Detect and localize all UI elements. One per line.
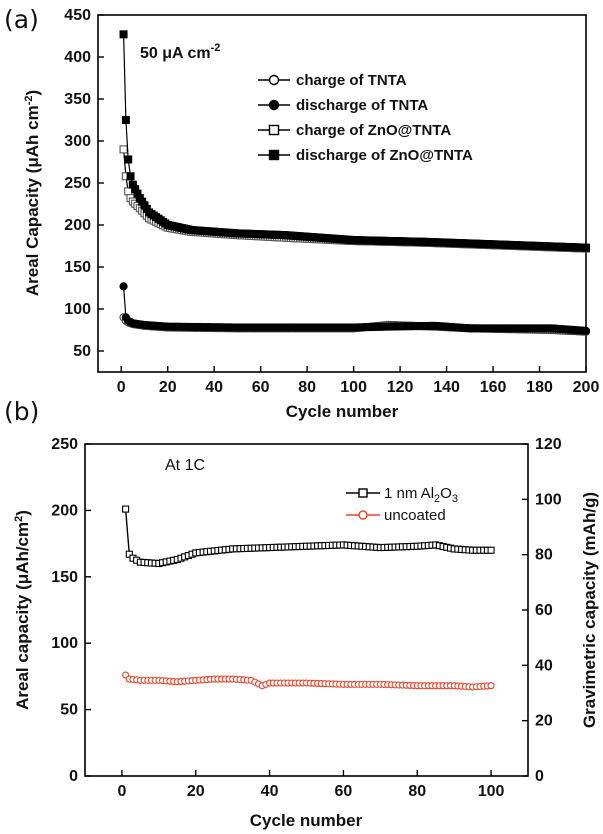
- chart-b-x-tick-label: 0: [117, 783, 126, 800]
- chart-b-series: [122, 505, 495, 691]
- chart-b-y-right-tick-label: 80: [535, 547, 553, 564]
- legend-b-item-0: 1 nm Al2O3: [346, 485, 458, 505]
- chart-b-series-0: [122, 505, 495, 568]
- chart-b-x-title: Cycle number: [250, 811, 363, 830]
- chart-b-y-tick-label: 250: [51, 436, 78, 453]
- chart-a-x-tick-label: 0: [117, 379, 126, 396]
- legend-b-marker-1: [358, 510, 368, 520]
- chart-a-x-tick-label: 200: [573, 379, 600, 396]
- chart-a-point: [121, 116, 130, 124]
- chart-b-point: [125, 550, 133, 558]
- legend-a-label-1: discharge of TNTA: [296, 97, 428, 114]
- legend-a-marker-2: [268, 124, 280, 136]
- chart-a-point: [119, 30, 128, 39]
- chart-a-series: [119, 30, 591, 336]
- chart-b-x-tick-label: 80: [408, 783, 426, 800]
- chart-a-x-tick-label: 180: [526, 379, 553, 396]
- legend-a-marker-3: [268, 149, 280, 161]
- chart-b-y-tick-label: 200: [51, 502, 78, 519]
- chart-a-legend: charge of TNTA discharge of TNTA charge …: [258, 72, 473, 164]
- chart-a-y-ticks: 50 100 150 200 250 300 350 400 450: [64, 7, 104, 360]
- chart-b-y-tick-label: 0: [69, 768, 78, 785]
- chart-b-x-tick-label: 60: [335, 783, 353, 800]
- chart-a-x-title: Cycle number: [286, 402, 399, 421]
- chart-a-series-1: [119, 282, 591, 335]
- chart-a-x-tick-label: 140: [433, 379, 460, 396]
- chart-a-point: [119, 282, 128, 291]
- chart-b-x-tick-label: 20: [187, 783, 205, 800]
- chart-a-annotation: 50 μA cm-2: [140, 42, 220, 62]
- chart-a-point: [581, 326, 591, 335]
- chart-a-y-tick-label: 250: [64, 175, 91, 192]
- chart-b-y-tick-label: 100: [51, 635, 78, 652]
- chart-b-y-tick-label: 150: [51, 569, 78, 586]
- chart-a-point: [124, 187, 133, 196]
- legend-b-item-1: uncoated: [346, 507, 446, 524]
- panel-label-b: (b): [4, 397, 39, 426]
- chart-b-y-right-tick-label: 120: [535, 436, 562, 453]
- chart-b-y-ticks: 0 50 100 150 200 250: [51, 436, 91, 785]
- chart-a-point: [582, 243, 590, 252]
- chart-a-y-tick-label: 300: [64, 133, 91, 150]
- chart-a-point: [124, 155, 133, 164]
- chart-a-x-tick-label: 20: [159, 379, 177, 396]
- legend-a-marker-1: [268, 99, 280, 111]
- legend-a-item-1: discharge of TNTA: [258, 97, 428, 114]
- chart-b-y-title: Areal capacity (μAh/cm2): [13, 510, 32, 710]
- chart-a-y-tick-label: 350: [64, 91, 91, 108]
- chart-b-y-right-tick-label: 60: [535, 602, 553, 619]
- chart-a-x-ticks: 0 20 40 60 80 100 120 140 160 180 200: [117, 366, 600, 396]
- chart-b-y-right-tick-label: 20: [535, 713, 553, 730]
- chart-a-y-tick-label: 450: [64, 7, 91, 24]
- chart-b-y-ticks-right: 0 20 40 60 80 100 120: [522, 436, 562, 785]
- chart-b: 0 20 40 60 80 100 0 50 100 150 200 250 0 20 40 60 80 10…: [13, 436, 599, 830]
- chart-b-y-right-tick-label: 40: [535, 657, 553, 674]
- legend-b-label-0: 1 nm Al2O3: [384, 485, 458, 505]
- chart-b-legend: 1 nm Al2O3 uncoated: [346, 485, 458, 524]
- chart-b-point: [122, 505, 130, 513]
- chart-a-y-tick-label: 400: [64, 49, 91, 66]
- chart-b-x-ticks: 0 20 40 60 80 100: [117, 770, 505, 800]
- chart-b-x-tick-label: 100: [478, 783, 505, 800]
- chart-a-x-tick-label: 40: [205, 379, 223, 396]
- chart-a-y-tick-label: 100: [64, 301, 91, 318]
- chart-b-y-right-tick-label: 100: [535, 491, 562, 508]
- chart-a-y-tick-label: 50: [73, 343, 91, 360]
- legend-a-item-3: discharge of ZnO@TNTA: [258, 147, 473, 164]
- chart-b-frame: [84, 443, 529, 777]
- chart-a: 0 20 40 60 80 100 120 140 160 180 200 50 100 150 200 2…: [23, 7, 599, 421]
- legend-b-marker-0: [358, 488, 368, 498]
- legend-a-label-2: charge of ZnO@TNTA: [296, 122, 451, 139]
- chart-a-point: [119, 145, 128, 154]
- chart-b-y-right-tick-label: 0: [535, 768, 544, 785]
- chart-a-series-3: [119, 30, 590, 252]
- legend-a-item-0: charge of TNTA: [258, 72, 407, 89]
- chart-b-series-1: [122, 671, 495, 691]
- chart-a-x-tick-label: 120: [387, 379, 414, 396]
- chart-a-y-tick-label: 150: [64, 259, 91, 276]
- chart-a-x-tick-label: 100: [340, 379, 367, 396]
- chart-b-y-right-title: Gravimetric capacity (mAh/g): [580, 492, 599, 728]
- chart-a-x-tick-label: 60: [252, 379, 270, 396]
- legend-a-label-3: discharge of ZnO@TNTA: [296, 147, 473, 164]
- chart-a-point: [126, 172, 135, 181]
- chart-b-point: [487, 682, 495, 690]
- panel-label-a: (a): [4, 5, 39, 34]
- chart-a-frame: [97, 14, 587, 373]
- chart-b-point: [487, 546, 495, 554]
- chart-a-y-tick-label: 200: [64, 217, 91, 234]
- legend-b-label-1: uncoated: [384, 507, 446, 524]
- chart-a-x-tick-label: 160: [480, 379, 507, 396]
- chart-b-y-tick-label: 50: [60, 702, 78, 719]
- chart-a-line-3: [123, 34, 587, 249]
- legend-a-marker-0: [268, 74, 280, 86]
- chart-a-x-tick-label: 80: [298, 379, 316, 396]
- chart-a-y-title: Areal Capacity (μAh cm-2): [23, 90, 42, 296]
- legend-a-item-2: charge of ZnO@TNTA: [258, 122, 451, 139]
- legend-a-label-0: charge of TNTA: [296, 72, 407, 89]
- chart-b-x-tick-label: 40: [261, 783, 279, 800]
- chart-b-annotation: At 1C: [165, 457, 205, 474]
